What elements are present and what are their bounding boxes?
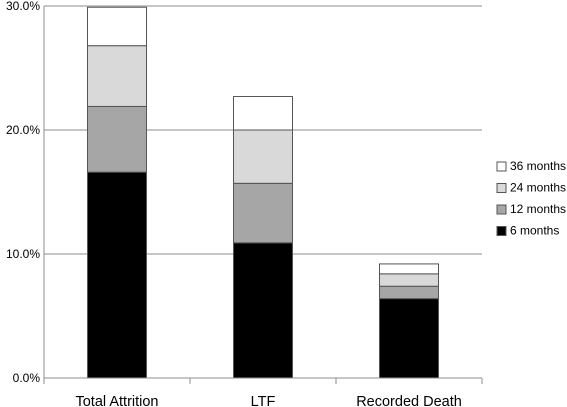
bar-segment: [233, 242, 293, 379]
y-tick-label: 20.0%: [6, 123, 40, 137]
axes: 0.0% 10.0% 20.0% 30.0% Total Attrition LTF Rec…: [6, 0, 483, 407]
bar-segment: [233, 129, 293, 184]
legend-label: 24 months: [510, 181, 566, 195]
bar-segment: [379, 285, 439, 300]
y-tick-label: 30.0%: [6, 0, 40, 13]
legend-label: 12 months: [510, 202, 566, 216]
bar-segment: [87, 6, 147, 47]
bars: [87, 6, 439, 379]
bar-segment: [379, 263, 439, 275]
legend: 36 months 24 months 12 months 6 months: [496, 159, 566, 238]
y-tick-label: 10.0%: [6, 247, 40, 261]
y-tick-label: 0.0%: [13, 371, 41, 385]
bar-segment: [233, 96, 293, 131]
legend-label: 6 months: [510, 224, 559, 238]
legend-label: 36 months: [510, 159, 566, 173]
x-category-label: Recorded Death: [356, 394, 462, 407]
bar-segment: [379, 273, 439, 287]
legend-swatch: [496, 204, 507, 215]
legend-swatch: [496, 226, 507, 236]
bar-segment: [87, 171, 147, 379]
legend-swatch: [496, 183, 507, 193]
bar-segment: [87, 45, 147, 107]
x-category-label: Total Attrition: [75, 394, 158, 407]
legend-swatch: [496, 161, 507, 172]
x-category-label: LTF: [251, 394, 276, 407]
bar-segment: [233, 182, 293, 244]
bar-segment: [379, 298, 439, 379]
bar-segment: [87, 105, 147, 173]
